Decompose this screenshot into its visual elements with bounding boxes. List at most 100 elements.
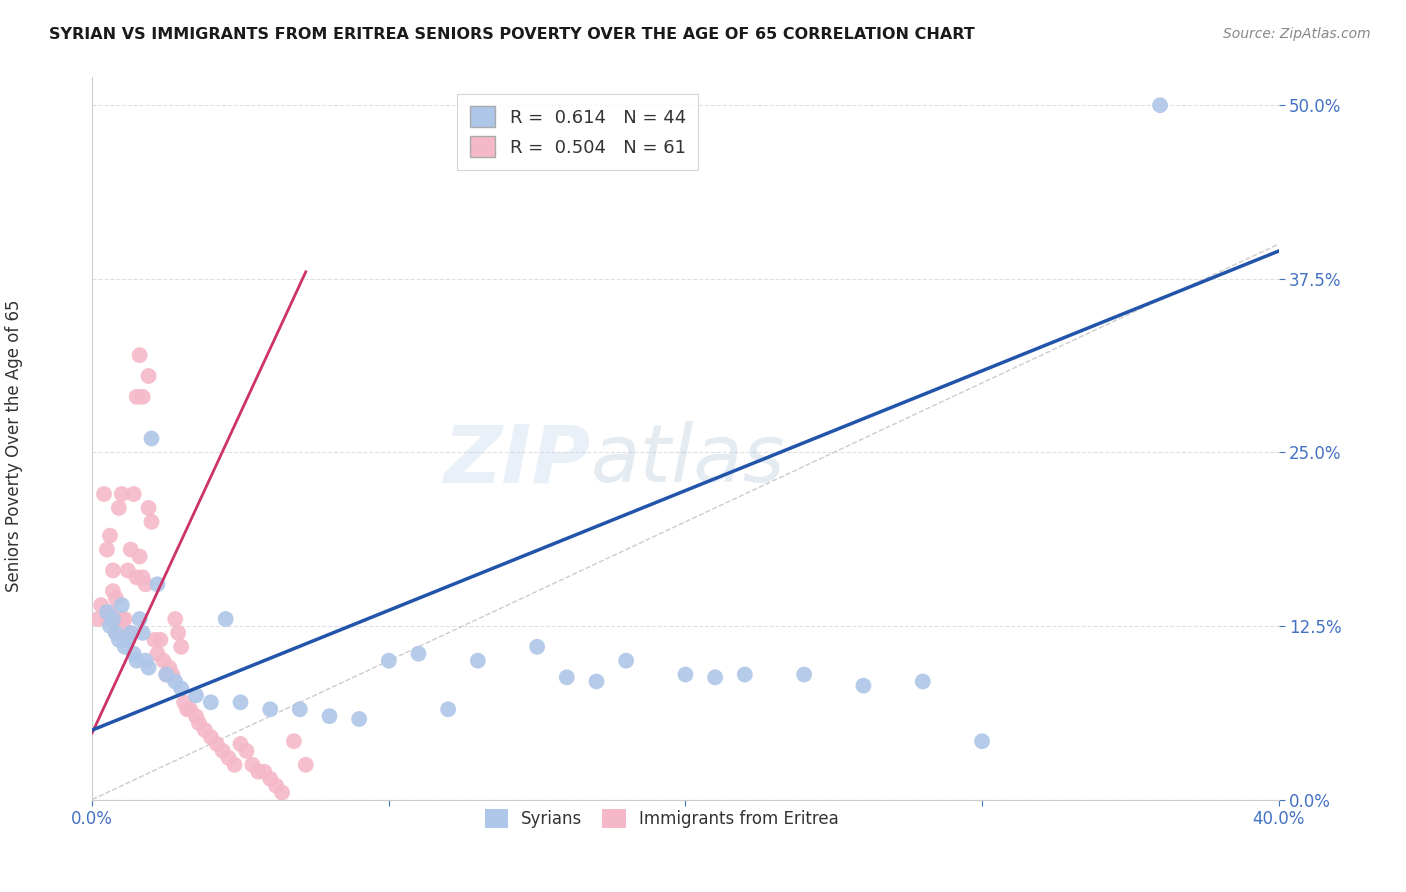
Point: [128, 612, 150, 626]
Point: [259, 702, 281, 716]
Point: [408, 647, 430, 661]
Point: [138, 500, 160, 515]
Point: [614, 654, 637, 668]
Point: [108, 632, 131, 647]
Point: [104, 626, 127, 640]
Point: [135, 654, 157, 668]
Point: [155, 667, 177, 681]
Point: [96, 605, 118, 619]
Point: [378, 654, 401, 668]
Point: [176, 702, 198, 716]
Point: [235, 744, 257, 758]
Point: [149, 632, 172, 647]
Point: [1149, 98, 1171, 112]
Point: [675, 667, 697, 681]
Point: [318, 709, 340, 723]
Point: [283, 734, 305, 748]
Point: [122, 647, 145, 661]
Point: [162, 667, 184, 681]
Point: [170, 640, 193, 654]
Point: [200, 730, 222, 744]
Point: [253, 764, 276, 779]
Point: [294, 757, 316, 772]
Point: [240, 757, 263, 772]
Text: atlas: atlas: [591, 421, 786, 500]
Point: [128, 549, 150, 564]
Point: [111, 598, 134, 612]
Point: [117, 632, 139, 647]
Point: [96, 542, 118, 557]
Point: [704, 670, 727, 684]
Point: [101, 584, 124, 599]
Point: [125, 570, 148, 584]
Point: [93, 487, 115, 501]
Point: [229, 695, 252, 709]
Point: [200, 695, 222, 709]
Point: [101, 612, 124, 626]
Point: [120, 542, 142, 557]
Point: [155, 667, 177, 681]
Point: [205, 737, 228, 751]
Point: [165, 674, 187, 689]
Point: [104, 626, 127, 640]
Legend: Syrians, Immigrants from Eritrea: Syrians, Immigrants from Eritrea: [478, 802, 845, 835]
Point: [117, 563, 139, 577]
Point: [215, 612, 238, 626]
Point: [125, 390, 148, 404]
Text: ZIP: ZIP: [443, 421, 591, 500]
Point: [120, 626, 142, 640]
Point: [128, 348, 150, 362]
Point: [170, 681, 193, 696]
Point: [96, 612, 118, 626]
Point: [157, 660, 180, 674]
Text: SYRIAN VS IMMIGRANTS FROM ERITREA SENIORS POVERTY OVER THE AGE OF 65 CORRELATION: SYRIAN VS IMMIGRANTS FROM ERITREA SENIOR…: [49, 27, 974, 42]
Point: [173, 695, 195, 709]
Point: [108, 500, 131, 515]
Point: [98, 529, 121, 543]
Text: Seniors Poverty Over the Age of 65: Seniors Poverty Over the Age of 65: [6, 300, 22, 592]
Point: [146, 577, 169, 591]
Point: [179, 702, 201, 716]
Point: [87, 612, 110, 626]
Point: [98, 605, 121, 619]
Point: [122, 487, 145, 501]
Point: [585, 674, 607, 689]
Point: [138, 660, 160, 674]
Point: [526, 640, 548, 654]
Point: [146, 647, 169, 661]
Point: [111, 612, 134, 626]
Point: [104, 591, 127, 606]
Point: [152, 654, 174, 668]
Point: [467, 654, 489, 668]
Text: Source: ZipAtlas.com: Source: ZipAtlas.com: [1223, 27, 1371, 41]
Point: [224, 757, 246, 772]
Point: [793, 667, 815, 681]
Point: [131, 570, 153, 584]
Point: [98, 619, 121, 633]
Point: [165, 612, 187, 626]
Point: [131, 390, 153, 404]
Point: [143, 632, 166, 647]
Point: [188, 716, 211, 731]
Point: [141, 432, 163, 446]
Point: [101, 563, 124, 577]
Point: [288, 702, 311, 716]
Point: [184, 709, 207, 723]
Point: [111, 487, 134, 501]
Point: [211, 744, 233, 758]
Point: [229, 737, 252, 751]
Point: [141, 515, 163, 529]
Point: [90, 598, 112, 612]
Point: [218, 751, 240, 765]
Point: [117, 626, 139, 640]
Point: [555, 670, 578, 684]
Point: [194, 723, 217, 737]
Point: [114, 612, 136, 626]
Point: [125, 654, 148, 668]
Point: [911, 674, 934, 689]
Point: [120, 626, 142, 640]
Point: [114, 640, 136, 654]
Point: [135, 577, 157, 591]
Point: [138, 369, 160, 384]
Point: [259, 772, 281, 786]
